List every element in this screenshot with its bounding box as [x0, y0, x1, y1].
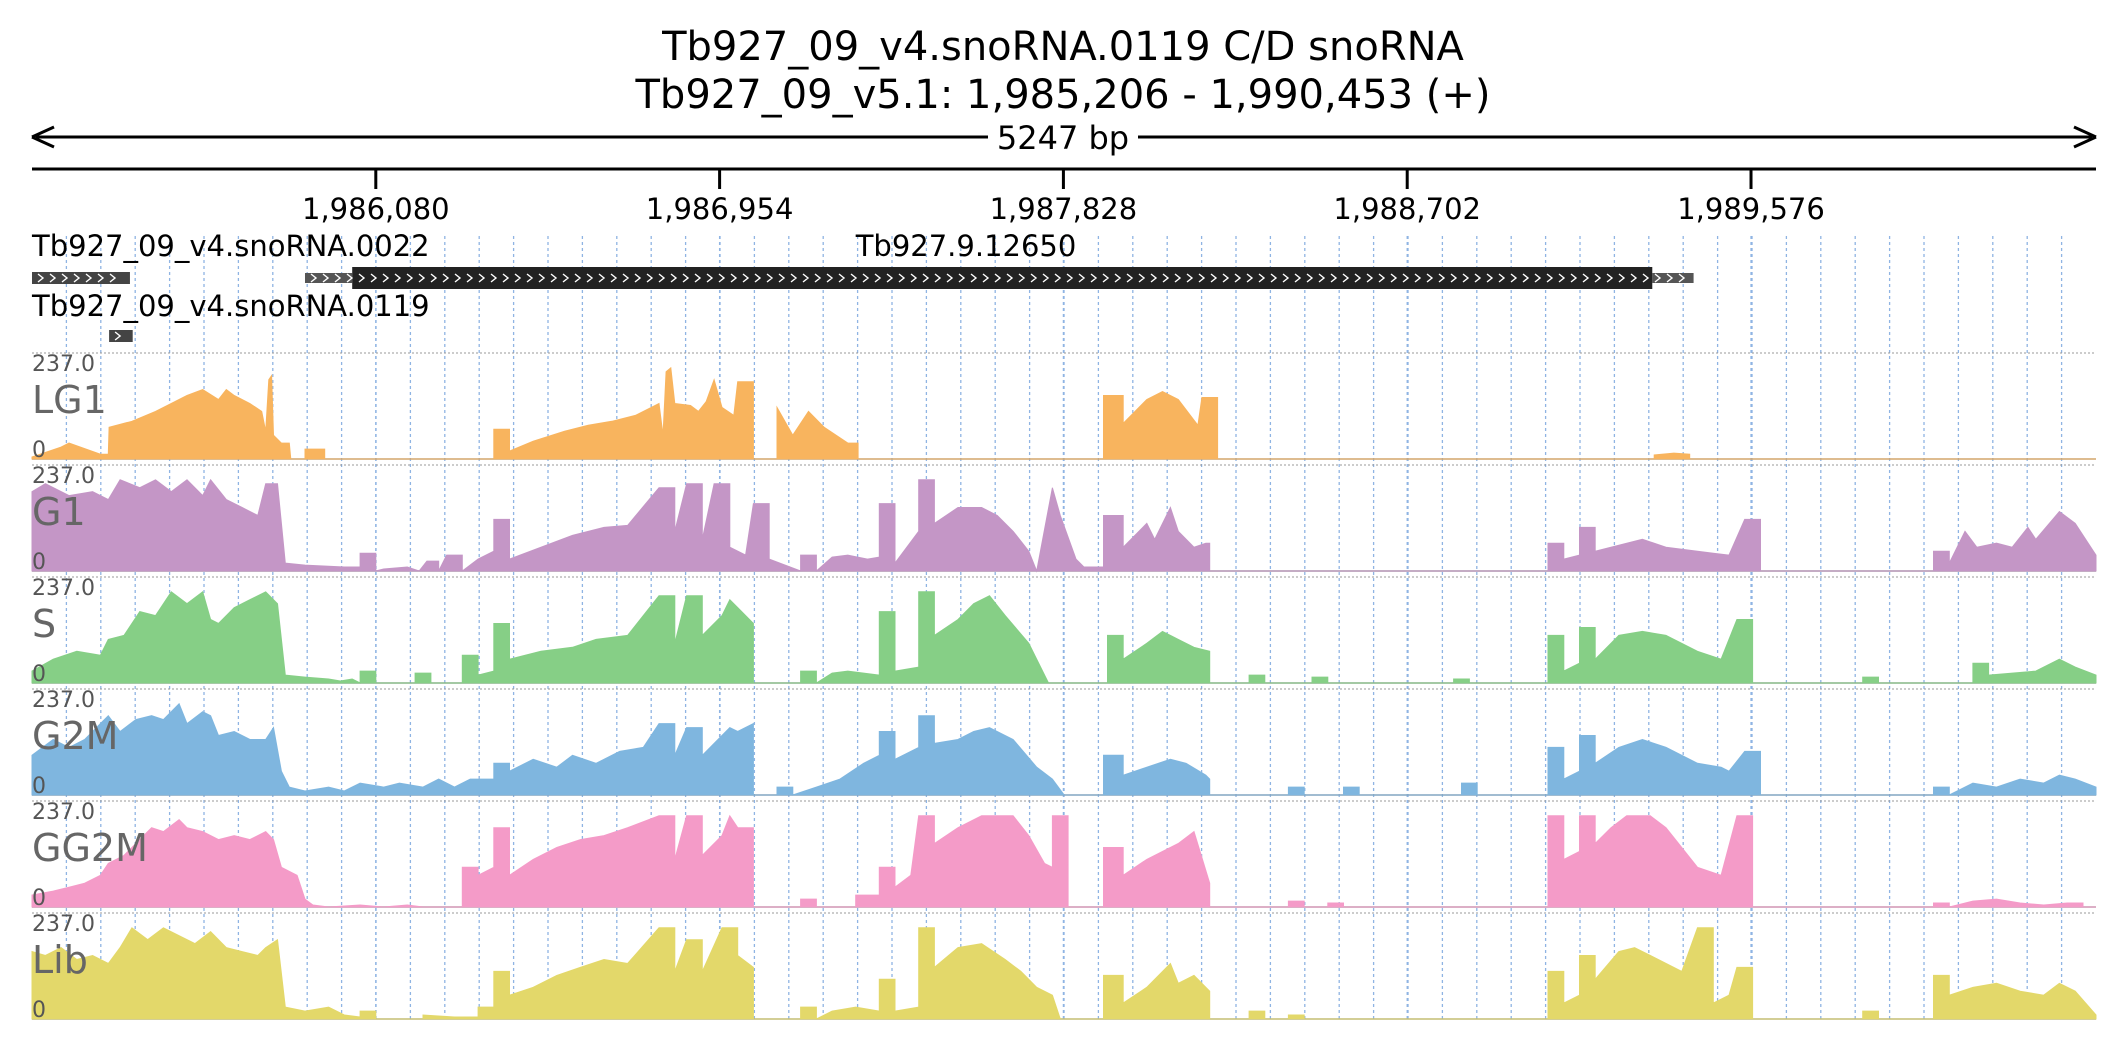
- gene-label: Tb927_09_v4.snoRNA.0022: [31, 229, 430, 263]
- track-max-label: 237.0: [32, 912, 95, 937]
- region-coordinates: Tb927_09_v5.1: 1,985,206 - 1,990,453 (+): [635, 72, 1491, 118]
- coverage-area-g1: [31, 478, 2097, 573]
- track-min-label: 0: [32, 774, 46, 799]
- track-name-label: Lib: [32, 938, 88, 982]
- coverage-area-g2m: [31, 702, 2097, 796]
- coverage-area-s: [31, 590, 2097, 684]
- track-min-label: 0: [32, 550, 46, 575]
- coverage-area-gg2m: [31, 814, 2096, 908]
- track-min-label: 0: [32, 886, 46, 911]
- track-name-label: G2M: [32, 714, 118, 758]
- track-max-label: 237.0: [32, 688, 95, 713]
- track-name-label: GG2M: [32, 826, 148, 870]
- coverage-area-lib: [31, 927, 2097, 1020]
- gene-bar: [32, 272, 130, 284]
- feature-title: Tb927_09_v4.snoRNA.0119 C/D snoRNA: [662, 24, 1464, 70]
- track-g2m: 237.0 0 G2M: [31, 688, 2097, 799]
- span-label-bg: [988, 118, 1138, 158]
- track-g1: 237.0 0 G1: [31, 464, 2097, 575]
- scale-tick-label: 1,987,828: [990, 192, 1138, 226]
- track-lg1: 237.0 0 LG1: [31, 352, 2096, 463]
- strand-chevrons: [114, 331, 122, 341]
- gene-label: Tb927_09_v4.snoRNA.0119: [31, 289, 430, 323]
- track-name-label: S: [32, 602, 56, 646]
- track-gg2m: 237.0 0 GG2M: [31, 800, 2096, 911]
- track-max-label: 237.0: [32, 464, 95, 489]
- track-s: 237.0 0 S: [31, 576, 2097, 687]
- track-lib: 237.0 0 Lib: [31, 912, 2097, 1023]
- scale-tick-label: 1,988,702: [1333, 192, 1481, 226]
- track-max-label: 237.0: [32, 352, 95, 377]
- track-name-label: LG1: [32, 378, 107, 422]
- strand-chevrons: [310, 273, 1686, 283]
- track-min-label: 0: [32, 438, 46, 463]
- gene-cds-bar: [352, 267, 1653, 289]
- track-min-label: 0: [32, 998, 46, 1023]
- scale-tick-label: 1,986,954: [646, 192, 794, 226]
- track-max-label: 237.0: [32, 576, 95, 601]
- strand-chevrons: [37, 273, 117, 283]
- coverage-area-lg1: [31, 366, 2096, 460]
- span-arrow-right-head: [2073, 125, 2097, 149]
- scale-tick-label: 1,986,080: [302, 192, 450, 226]
- track-max-label: 237.0: [32, 800, 95, 825]
- span-arrow-left-head: [31, 125, 55, 149]
- scale-tick-label: 1,989,576: [1677, 192, 1825, 226]
- gene-label: Tb927.9.12650: [855, 229, 1077, 263]
- track-name-label: G1: [32, 490, 86, 534]
- span-label: 5247 bp: [997, 119, 1129, 157]
- track-min-label: 0: [32, 662, 46, 687]
